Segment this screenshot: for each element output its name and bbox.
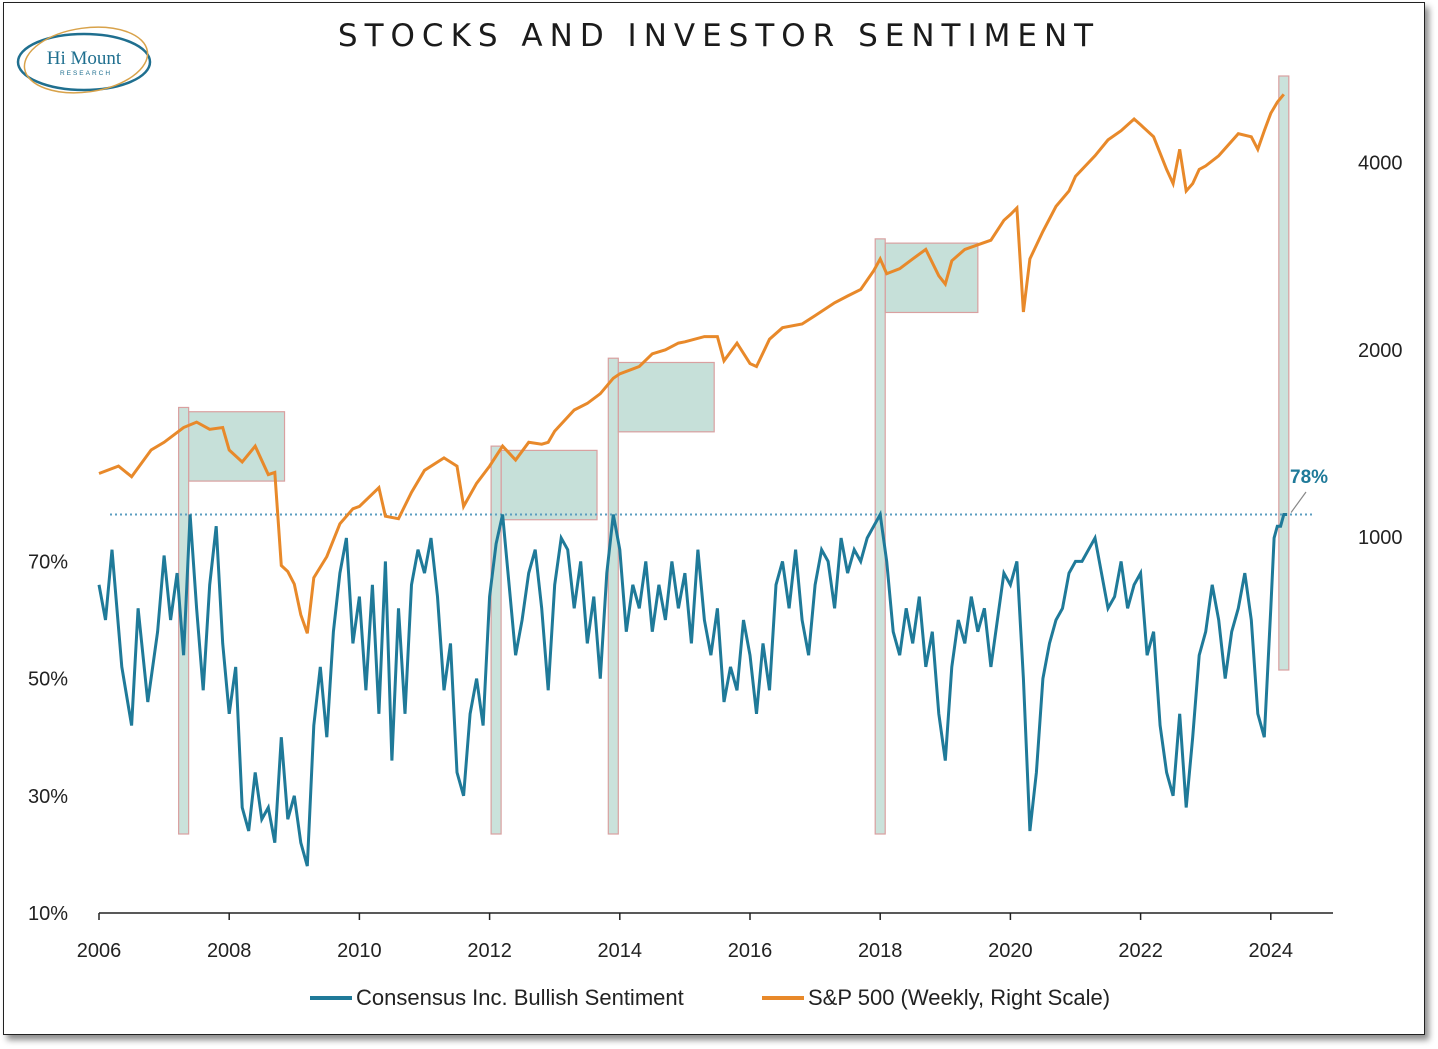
- x-tick-label: 2006: [77, 940, 122, 962]
- left-axis-ticks: 10% 30% 50% 70%: [28, 551, 68, 925]
- x-tick-label: 2010: [337, 940, 382, 962]
- chart-title: STOCKS AND INVESTOR SENTIMENT: [337, 18, 1101, 54]
- annotation-78-label: 78%: [1290, 467, 1328, 488]
- highlight-box: [500, 449, 598, 521]
- legend-label-sentiment: Consensus Inc. Bullish Sentiment: [356, 985, 684, 1010]
- highlight-box: [884, 242, 979, 314]
- right-axis-ticks: 1000 2000 4000: [1358, 153, 1403, 549]
- legend-swatch-spx: [762, 996, 804, 1000]
- highlight-box: [617, 361, 715, 433]
- highlight-bar: [178, 406, 190, 835]
- right-tick-label: 1000: [1358, 527, 1403, 549]
- hi-mount-logo: Hi Mount RESEARCH: [16, 26, 152, 94]
- highlight-bar: [607, 357, 619, 835]
- highlight-boxes: [188, 242, 979, 521]
- left-tick-label: 70%: [28, 551, 68, 573]
- legend-item-spx: S&P 500 (Weekly, Right Scale): [762, 985, 1110, 1011]
- x-axis-ticks: 2006 2008 2010 2012 2014 2016 2018 2020 2022 2024: [77, 913, 1293, 962]
- highlight-bar: [874, 238, 886, 835]
- series-line-spx: [98, 93, 1285, 634]
- x-tick-label: 2012: [467, 940, 512, 962]
- series-line-sentiment: [97, 509, 1288, 867]
- logo-text: Hi Mount: [47, 48, 122, 69]
- x-tick-label: 2024: [1249, 940, 1294, 962]
- x-tick-label: 2008: [207, 940, 252, 962]
- x-tick-label: 2014: [598, 940, 643, 962]
- legend-swatch-sentiment: [310, 996, 352, 1000]
- left-tick-label: 50%: [28, 669, 68, 691]
- right-tick-label: 4000: [1358, 153, 1403, 175]
- annotation-leader-line: [1290, 491, 1307, 513]
- highlight-bar: [490, 445, 502, 835]
- legend-label-spx: S&P 500 (Weekly, Right Scale): [808, 985, 1111, 1010]
- logo-subtext: RESEARCH: [60, 70, 112, 77]
- highlight-bar: [1278, 75, 1290, 671]
- x-tick-label: 2018: [858, 940, 903, 962]
- left-tick-label: 30%: [28, 786, 68, 808]
- legend-item-sentiment: Consensus Inc. Bullish Sentiment: [310, 985, 684, 1011]
- x-tick-label: 2016: [728, 940, 773, 962]
- highlight-bars: [178, 75, 1290, 835]
- x-tick-label: 2022: [1118, 940, 1163, 962]
- chart-frame: [3, 2, 1425, 1035]
- highlight-box: [188, 411, 286, 482]
- left-tick-label: 10%: [28, 903, 68, 925]
- right-tick-label: 2000: [1358, 340, 1403, 362]
- x-tick-label: 2020: [988, 940, 1033, 962]
